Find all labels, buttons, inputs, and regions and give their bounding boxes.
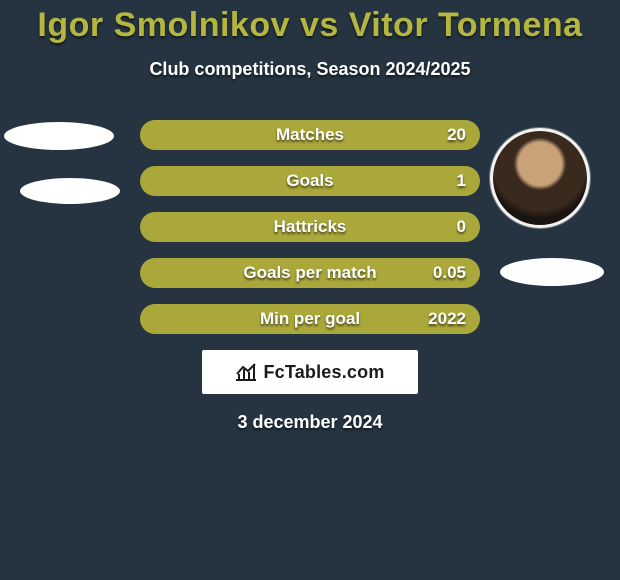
stat-label: Matches (276, 125, 344, 145)
stat-label: Goals per match (243, 263, 376, 283)
player-right-ellipse (500, 258, 604, 286)
stat-row: Goals 1 (140, 166, 480, 196)
player-left-ellipse-2 (20, 178, 120, 204)
page-title: Igor Smolnikov vs Vitor Tormena (0, 6, 620, 45)
stat-row: Matches 20 (140, 120, 480, 150)
footer-brand-domain: .com (342, 362, 385, 382)
stat-value-right: 20 (447, 125, 466, 145)
stat-value-right: 1 (457, 171, 466, 191)
stat-value-right: 0 (457, 217, 466, 237)
stat-value-right: 0.05 (433, 263, 466, 283)
date-text: 3 december 2024 (0, 412, 620, 433)
stat-row: Goals per match 0.05 (140, 258, 480, 288)
stat-bars: Matches 20 Goals 1 Hattricks 0 Goals per match… (140, 120, 480, 334)
stat-row: Min per goal 2022 (140, 304, 480, 334)
footer-brand-main: FcTables (263, 362, 341, 382)
stat-row: Hattricks 0 (140, 212, 480, 242)
stat-value-right: 2022 (428, 309, 466, 329)
stat-label: Goals (286, 171, 333, 191)
footer-badge: FcTables.com (202, 350, 418, 394)
stat-label: Hattricks (274, 217, 347, 237)
barchart-icon (235, 363, 257, 381)
footer-brand: FcTables.com (263, 362, 384, 383)
stat-label: Min per goal (260, 309, 360, 329)
player-left-ellipse-1 (4, 122, 114, 150)
player-right-avatar (490, 128, 590, 228)
subtitle: Club competitions, Season 2024/2025 (0, 59, 620, 80)
